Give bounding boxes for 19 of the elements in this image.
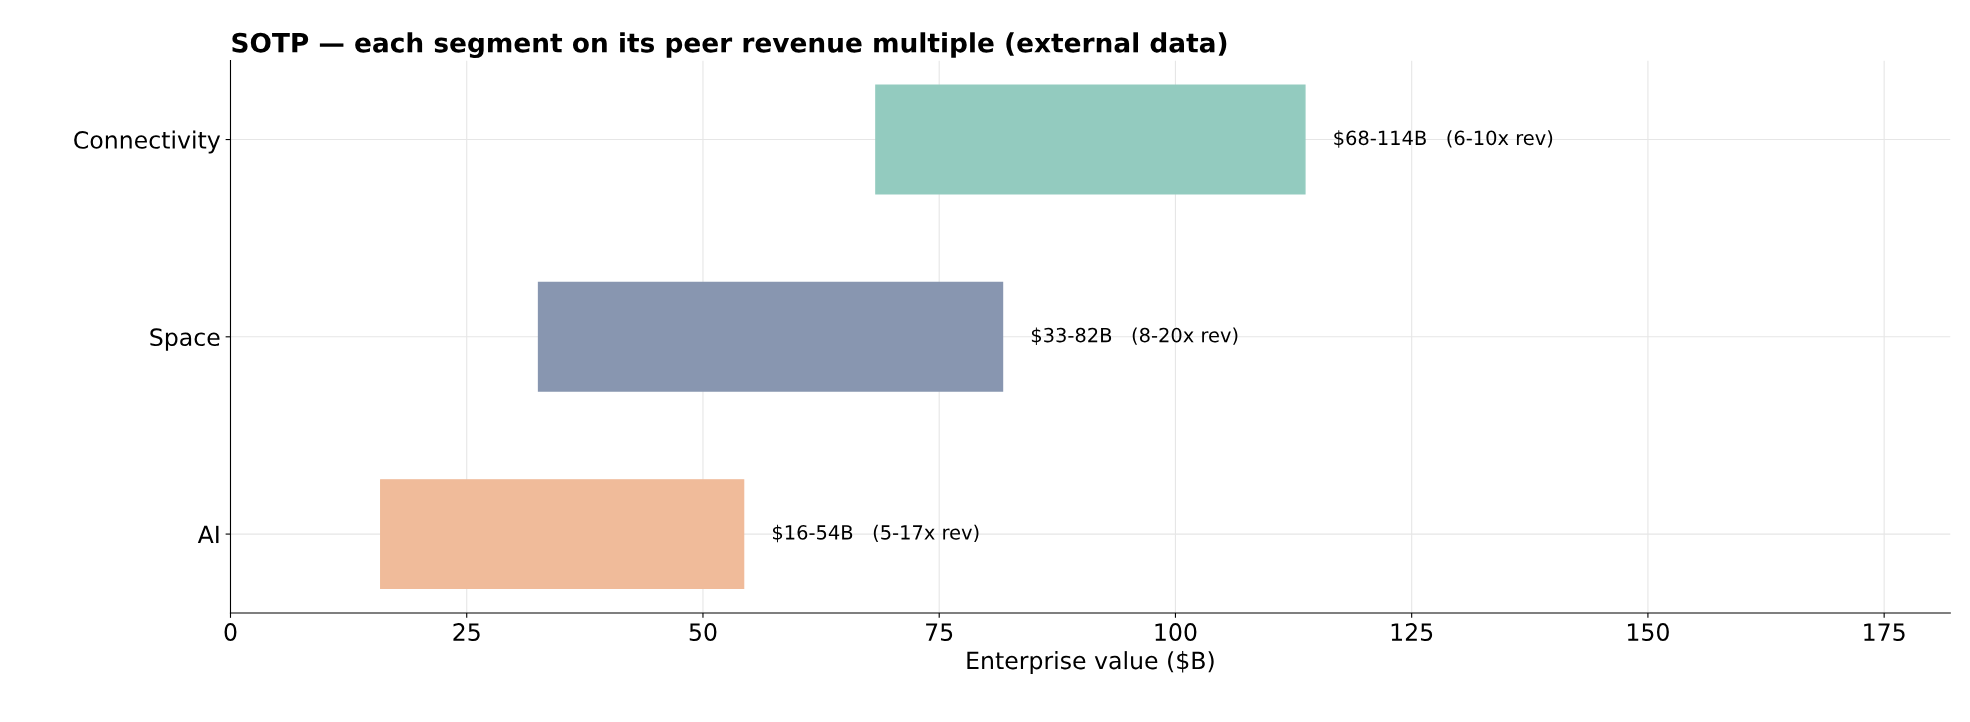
x-tick-label: 0 [224,623,237,641]
y-tick-label: Connectivity [74,130,221,154]
x-tick-label: 50 [689,623,717,641]
data-label: $68-114B (6-10x rev) [1334,130,1553,148]
x-tick-label: 150 [1627,623,1669,641]
data-label: $16-54B (5-17x rev) [772,524,979,543]
y-tick-label: Space [150,328,220,351]
x-tick-label: 75 [926,623,953,641]
x-tick-label: 125 [1391,623,1433,641]
bar [537,281,1004,392]
data-label: $33-82B (8-20x rev) [1031,327,1238,346]
chart-title: SOTP — each segment on its peer revenue multiple (external data) [232,32,1227,59]
y-tick-label: AI [197,525,219,544]
x-tick-label: 175 [1864,623,1905,641]
bar [875,84,1306,195]
x-tick-label: 25 [453,623,480,641]
bar [380,479,745,590]
x-axis-title: Enterprise value ($B) [967,651,1214,674]
x-tick-label: 100 [1155,623,1197,641]
